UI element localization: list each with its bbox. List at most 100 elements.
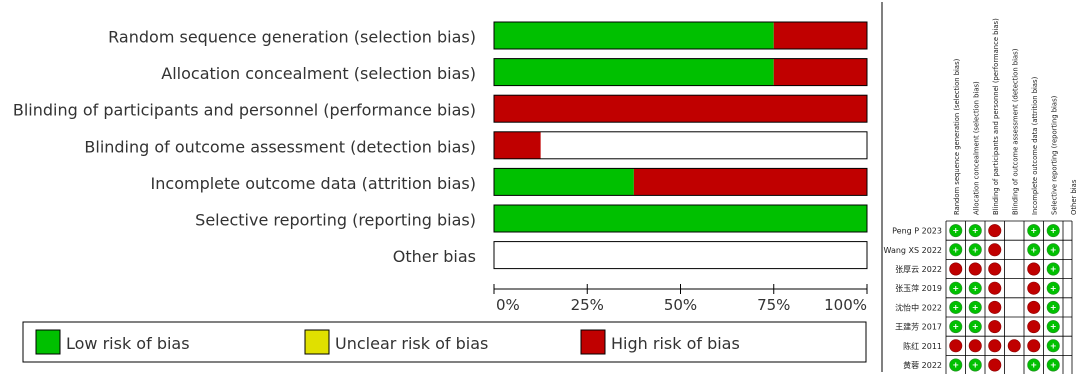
- category-label: Random sequence generation (selection bi…: [108, 28, 476, 47]
- rating-symbol: -: [954, 265, 957, 274]
- x-tick-label: 100%: [824, 296, 867, 314]
- bar-outline: [493, 204, 868, 233]
- legend-swatch: [35, 329, 61, 355]
- rating-symbol: +: [1050, 265, 1057, 274]
- category-label: Blinding of outcome assessment (detectio…: [84, 137, 476, 156]
- study-label: 陈红 2011: [903, 341, 942, 351]
- low-risk-dot: [1046, 262, 1060, 276]
- rating-symbol: +: [972, 303, 979, 312]
- low-risk-dot: [1046, 224, 1060, 238]
- rating-symbol: +: [952, 245, 959, 254]
- study-label: 张玉萍 2019: [895, 283, 942, 293]
- rating-symbol: +: [1050, 226, 1057, 235]
- rating-symbol: +: [972, 361, 979, 370]
- legend-swatch: [304, 329, 330, 355]
- column-header: Random sequence generation (selection bi…: [953, 58, 961, 215]
- high-risk-dot: [988, 281, 1002, 295]
- rating-symbol: -: [993, 361, 996, 370]
- low-risk-dot: [968, 300, 982, 314]
- legend-box: [22, 321, 867, 363]
- high-risk-dot: [1027, 281, 1041, 295]
- rating-symbol: -: [1032, 303, 1035, 312]
- low-risk-dot: [1046, 300, 1060, 314]
- category-label: Selective reporting (reporting bias): [195, 211, 476, 230]
- legend-label: High risk of bias: [611, 334, 740, 353]
- low-risk-dot: [949, 358, 963, 372]
- rating-symbol: +: [1050, 322, 1057, 331]
- bar-segment-high: [773, 22, 867, 49]
- bar-segment-low: [494, 58, 774, 86]
- rating-symbol: +: [1050, 341, 1057, 350]
- low-risk-dot: [1046, 281, 1060, 295]
- rating-symbol: +: [952, 303, 959, 312]
- rating-symbol: -: [993, 303, 996, 312]
- high-risk-dot: [968, 339, 982, 353]
- category-label: Blinding of participants and personnel (…: [13, 101, 476, 120]
- column-header: Blinding of participants and personnel (…: [992, 18, 1000, 215]
- bar-outline: [493, 58, 868, 87]
- high-risk-dot: [1027, 262, 1041, 276]
- low-risk-dot: [949, 281, 963, 295]
- rating-symbol: -: [993, 245, 996, 254]
- category-label: Allocation concealment (selection bias): [161, 64, 476, 83]
- high-risk-dot: [988, 262, 1002, 276]
- category-label: Other bias: [393, 247, 476, 266]
- bar-segment-low: [494, 205, 867, 232]
- rating-symbol: +: [1050, 245, 1057, 254]
- low-risk-dot: [968, 358, 982, 372]
- rating-symbol: +: [972, 284, 979, 293]
- high-risk-dot: [988, 358, 1002, 372]
- rating-symbol: -: [1032, 265, 1035, 274]
- rating-symbol: -: [974, 265, 977, 274]
- low-risk-dot: [1027, 243, 1041, 257]
- high-risk-dot: [968, 262, 982, 276]
- rating-symbol: -: [1032, 341, 1035, 350]
- rating-symbol: +: [952, 226, 959, 235]
- high-risk-dot: [988, 224, 1002, 238]
- bar-segment-high: [494, 131, 541, 159]
- rating-symbol: +: [1050, 284, 1057, 293]
- high-risk-dot: [988, 339, 1002, 353]
- legend-label: Unclear risk of bias: [335, 334, 488, 353]
- rating-symbol: +: [1030, 245, 1037, 254]
- bar-segment-high: [773, 58, 867, 86]
- high-risk-dot: [988, 243, 1002, 257]
- legend: Low risk of bias Unclear risk of bias High…: [22, 321, 867, 363]
- high-risk-dot: [1007, 339, 1021, 353]
- column-header: Allocation concealment (selection bias): [972, 81, 980, 215]
- rating-symbol: +: [972, 245, 979, 254]
- rating-symbol: -: [1013, 341, 1016, 350]
- study-label: 张厚云 2022: [895, 265, 942, 274]
- rating-symbol: +: [972, 226, 979, 235]
- column-header: Incomplete outcome data (attrition bias): [1031, 76, 1039, 215]
- low-risk-dot: [1027, 358, 1041, 372]
- category-label: Incomplete outcome data (attrition bias): [151, 174, 476, 193]
- study-label: 王建芳 2017: [895, 322, 942, 332]
- rating-symbol: -: [993, 284, 996, 293]
- x-axis: 0% 25% 50% 75% 100%: [493, 284, 868, 314]
- bar-segment-low: [494, 168, 634, 196]
- bar-background: [494, 131, 867, 159]
- x-tick-label: 25%: [571, 296, 604, 314]
- high-risk-dot: [1027, 300, 1041, 314]
- rating-symbol: -: [974, 341, 977, 350]
- rating-symbol: +: [1030, 361, 1037, 370]
- low-risk-dot: [968, 281, 982, 295]
- rating-symbol: -: [1032, 284, 1035, 293]
- rating-symbol: -: [993, 226, 996, 235]
- bar-outline: [493, 131, 868, 160]
- study-label: Peng P 2023: [892, 227, 942, 236]
- study-label: 沈怡中 2022: [895, 302, 942, 312]
- rating-symbol: +: [952, 322, 959, 331]
- bar-outline: [493, 167, 868, 196]
- low-risk-dot: [968, 320, 982, 334]
- bar-background: [494, 241, 867, 269]
- bar-outline: [493, 94, 868, 123]
- bar-outline: [493, 21, 868, 50]
- legend-swatch: [580, 329, 606, 355]
- rating-symbol: -: [954, 341, 957, 350]
- rating-symbol: +: [972, 322, 979, 331]
- low-risk-dot: [1027, 224, 1041, 238]
- low-risk-dot: [949, 320, 963, 334]
